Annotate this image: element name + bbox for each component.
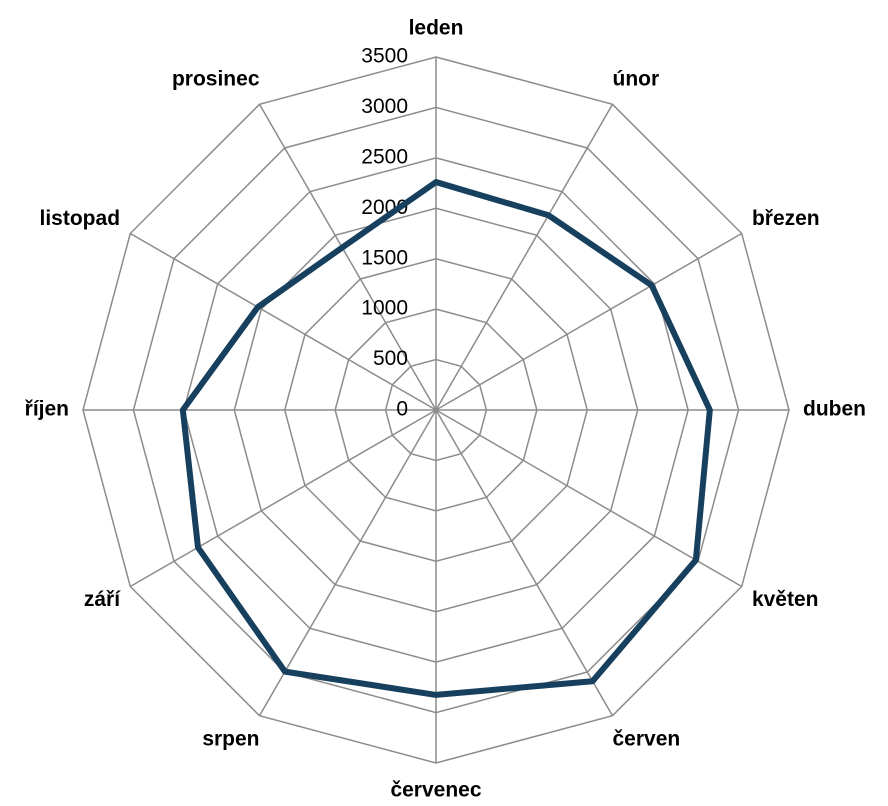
spoke xyxy=(435,103,614,411)
category-label: září xyxy=(84,588,121,611)
category-label: květen xyxy=(752,588,819,611)
y-tick-label: 0 xyxy=(396,398,408,421)
category-label: srpen xyxy=(202,728,259,751)
y-tick-label: 1000 xyxy=(361,297,408,320)
y-tick-label: 3000 xyxy=(361,95,408,118)
y-tick-label: 3500 xyxy=(361,45,408,68)
spoke xyxy=(129,409,437,588)
series-line xyxy=(179,179,713,698)
spoke xyxy=(435,409,743,588)
category-label: říjen xyxy=(25,398,69,421)
spoke xyxy=(258,103,437,411)
category-label: prosinec xyxy=(172,68,260,91)
category-label: červen xyxy=(613,728,681,751)
y-tick-label: 2500 xyxy=(361,145,408,168)
category-label: červenec xyxy=(390,779,481,802)
category-label: listopad xyxy=(40,207,121,230)
category-label: duben xyxy=(803,398,866,421)
y-tick-label: 500 xyxy=(373,347,408,370)
spoke xyxy=(258,409,437,717)
category-label: leden xyxy=(409,17,464,40)
y-tick-label: 1500 xyxy=(361,246,408,269)
spoke xyxy=(435,232,743,411)
category-label: únor xyxy=(613,68,660,91)
spoke xyxy=(435,409,614,717)
category-label: březen xyxy=(752,207,820,230)
spoke xyxy=(129,232,437,411)
